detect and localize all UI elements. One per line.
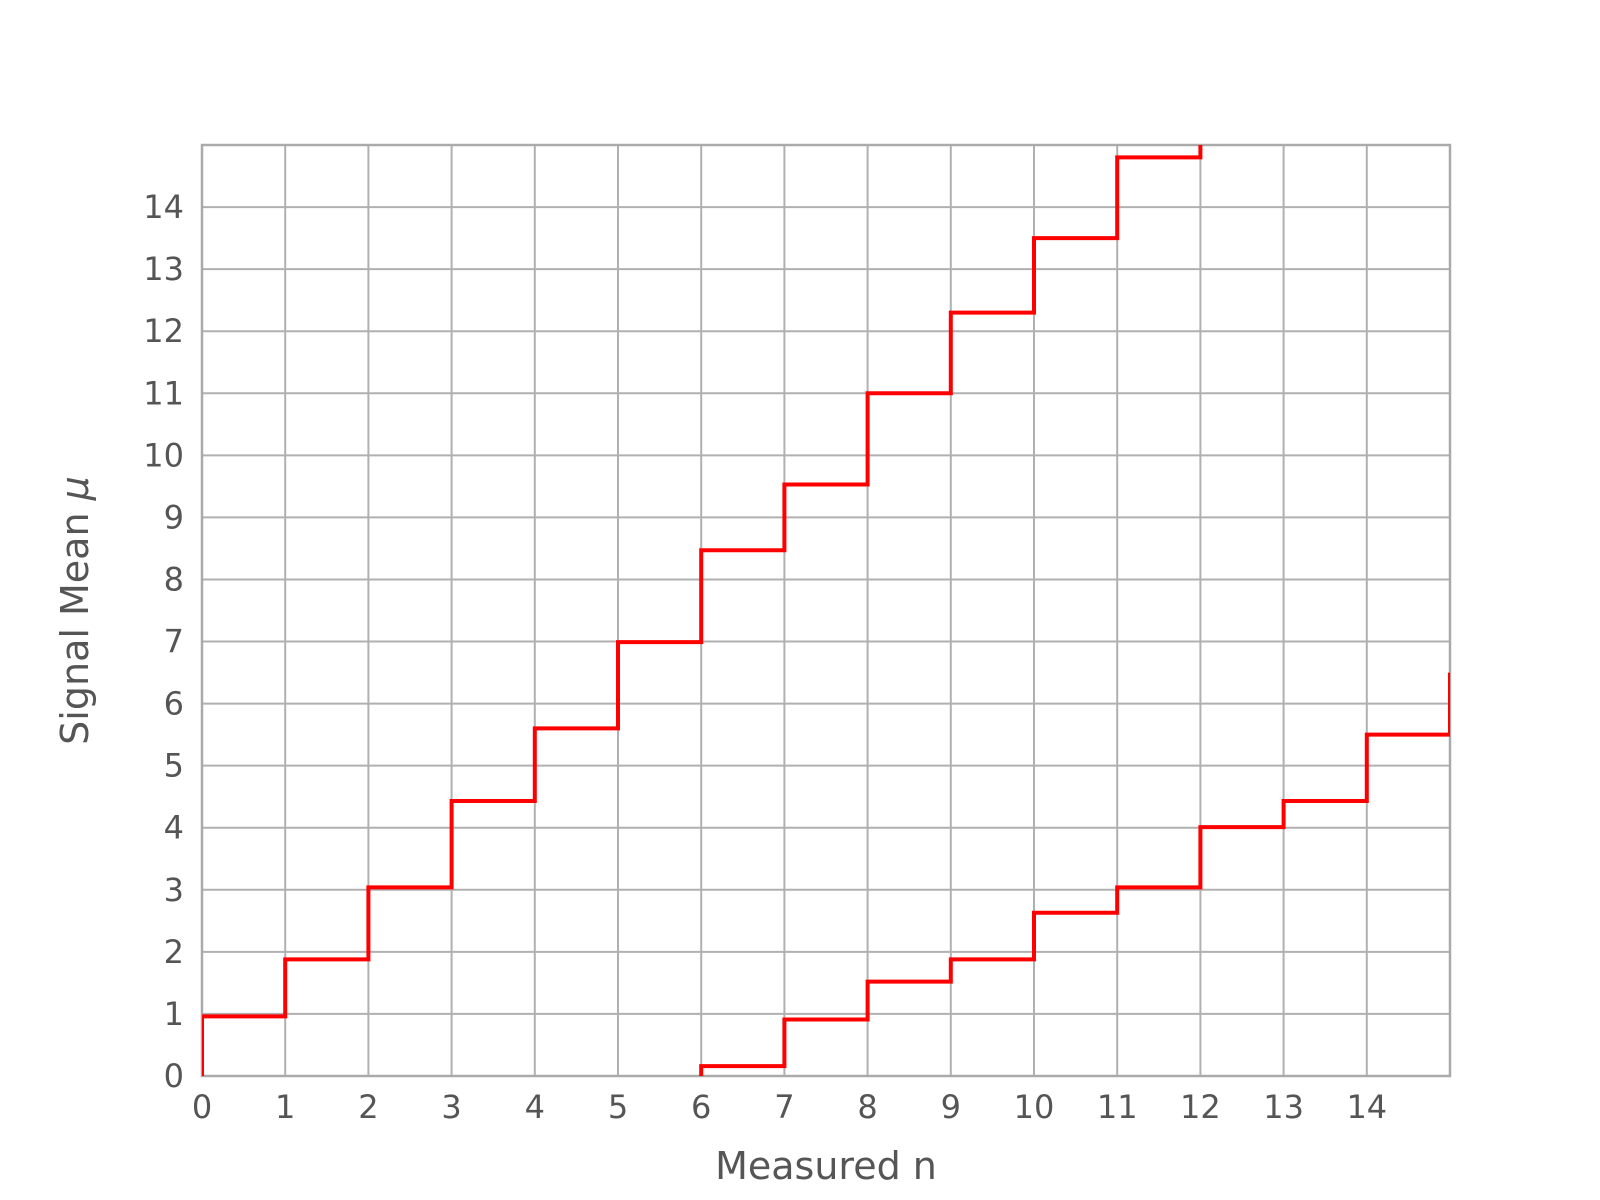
x-tick-label: 7	[774, 1088, 794, 1126]
upper-limit-step-line	[202, 145, 1203, 1076]
x-tick-label: 5	[608, 1088, 628, 1126]
x-tick-label: 13	[1263, 1088, 1304, 1126]
series-layer	[202, 145, 1450, 1076]
x-tick-label: 12	[1180, 1088, 1221, 1126]
x-tick-label: 0	[192, 1088, 212, 1126]
x-tick-label: 6	[691, 1088, 711, 1126]
y-tick-label: 14	[143, 188, 184, 226]
x-tick-label: 3	[441, 1088, 461, 1126]
x-tick-labels: 0 1 2 3 4 5 6 7 8 9 10 11 12 13 14	[192, 1088, 1387, 1126]
y-tick-label: 3	[164, 871, 184, 909]
plot-frame	[200, 143, 1452, 1078]
y-axis-label-text: Signal Mean	[53, 512, 97, 744]
x-tick-label: 10	[1014, 1088, 1055, 1126]
y-tick-label: 1	[164, 995, 184, 1033]
y-tick-label: 0	[164, 1057, 184, 1095]
y-tick-label: 2	[164, 933, 184, 971]
x-tick-label: 8	[857, 1088, 877, 1126]
y-axis-label: Signal Mean μ	[53, 476, 97, 745]
x-tick-label: 4	[525, 1088, 545, 1126]
y-tick-label: 7	[164, 623, 184, 661]
x-tick-label: 9	[941, 1088, 961, 1126]
y-tick-label: 5	[164, 747, 184, 785]
y-tick-label: 12	[143, 312, 184, 350]
y-tick-label: 10	[143, 436, 184, 474]
x-tick-label: 11	[1097, 1088, 1138, 1126]
x-tick-label: 2	[358, 1088, 378, 1126]
y-axis-label-symbol: μ	[53, 476, 97, 501]
y-tick-label: 6	[164, 685, 184, 723]
y-tick-label: 4	[164, 809, 184, 847]
y-tick-label: 8	[164, 560, 184, 598]
y-tick-label: 9	[164, 498, 184, 536]
lower-limit-step-line	[699, 672, 1450, 1076]
y-tick-label: 13	[143, 250, 184, 288]
grid	[201, 145, 1450, 1077]
x-axis-label: Measured n	[715, 1144, 937, 1188]
x-tick-label: 1	[275, 1088, 295, 1126]
y-tick-label: 11	[143, 374, 184, 412]
x-tick-label: 14	[1346, 1088, 1387, 1126]
